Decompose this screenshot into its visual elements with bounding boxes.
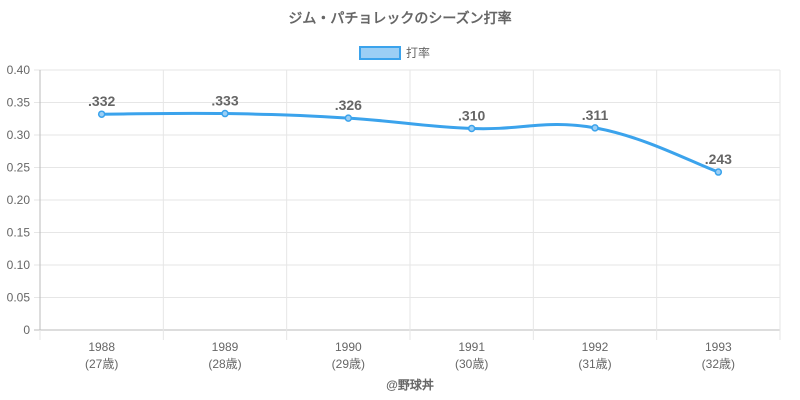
data-point [97,110,106,118]
y-tick-label: 0.15 [7,226,31,240]
y-tick-label: 0 [23,323,30,337]
legend[interactable]: 打率 [359,45,430,60]
data-point [344,114,353,122]
data-point [714,168,723,176]
data-label: .333 [211,93,238,109]
x-tick-sublabel: (27歳) [85,357,118,371]
x-tick-sublabel: (29歳) [332,357,365,371]
x-tick-label: 1990 [335,340,362,354]
data-point [467,124,476,133]
data-point [591,124,599,132]
y-tick-label: 0.30 [7,128,31,142]
credit: @野球丼 [386,377,434,392]
x-tick-sublabel: (32歳) [702,357,735,371]
x-tick-sublabel: (30歳) [455,357,488,371]
x-tick-label: 1989 [212,340,239,354]
y-tick-label: 0.40 [7,63,31,77]
series-line [101,111,719,174]
data-point [221,109,229,118]
data-label: .243 [705,151,732,167]
y-tick-label: 0.10 [7,258,31,272]
x-tick-sublabel: (31歳) [578,357,611,371]
x-tick-label: 1988 [88,340,115,354]
y-tick-label: 0.25 [7,161,31,175]
legend-label: 打率 [406,45,430,60]
y-tick-label: 0.05 [7,291,31,305]
data-label: .332 [88,93,115,109]
data-label: .310 [458,108,485,124]
x-tick-sublabel: (28歳) [208,357,241,371]
data-label: .326 [335,97,362,113]
y-tick-label: 0.20 [7,193,31,207]
y-tick-label: 0.35 [7,96,31,110]
x-tick-label: 1992 [582,340,609,354]
chart-title: ジム・パチョレックのシーズン打率 [288,10,511,26]
x-tick-label: 1991 [458,340,485,354]
legend-swatch [359,46,401,60]
x-tick-label: 1993 [705,340,732,354]
data-label: .311 [582,107,609,123]
